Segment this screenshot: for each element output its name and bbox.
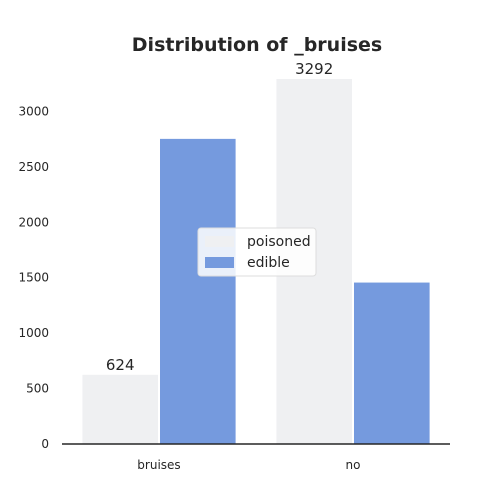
bar-edible-bruises <box>160 138 236 444</box>
y-tick-label: 0 <box>41 437 49 451</box>
chart-title: Distribution of _bruises <box>132 34 382 56</box>
legend-swatch-edible <box>205 257 234 268</box>
y-tick-label: 1000 <box>18 326 49 340</box>
data-label-poisoned-no: 3292 <box>295 60 333 78</box>
x-tick-labels: bruises no <box>137 458 360 472</box>
legend: poisoned edible <box>197 227 317 277</box>
data-label-poisoned-bruises: 624 <box>106 356 135 374</box>
legend-label-edible: edible <box>247 255 290 271</box>
x-tick-label-no: no <box>346 458 361 472</box>
y-tick-label: 3000 <box>18 104 49 118</box>
x-tick-label-bruises: bruises <box>137 458 180 472</box>
y-tick-labels: 0 500 1000 1500 2000 2500 3000 <box>18 104 49 451</box>
bar-edible-no <box>354 282 430 444</box>
y-tick-label: 500 <box>26 382 49 396</box>
legend-swatch-poisoned <box>205 236 234 247</box>
y-tick-label: 2000 <box>18 215 49 229</box>
bar-poisoned-bruises <box>82 374 158 444</box>
y-tick-label: 1500 <box>18 271 49 285</box>
legend-label-poisoned: poisoned <box>247 234 311 250</box>
data-labels: 624 3292 <box>106 60 333 374</box>
bars-group <box>82 79 430 444</box>
y-tick-label: 2500 <box>18 160 49 174</box>
